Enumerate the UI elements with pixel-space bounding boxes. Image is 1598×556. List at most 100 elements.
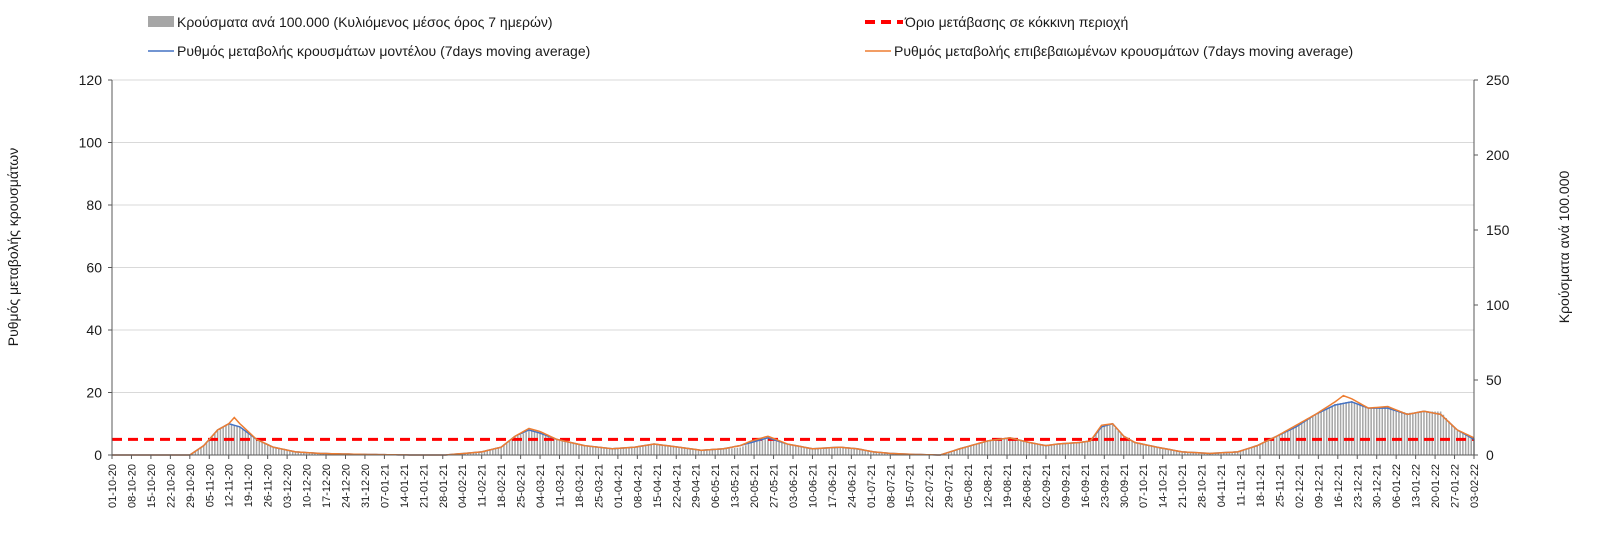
bar [759, 441, 761, 455]
bar [734, 448, 736, 455]
bar [995, 440, 997, 455]
bar [1001, 440, 1003, 455]
bar [492, 449, 494, 455]
x-tick-label: 20-01-22 [1430, 464, 1442, 508]
bar [1379, 408, 1381, 455]
bar [1362, 406, 1364, 455]
bar [1020, 441, 1022, 455]
x-tick-label: 03-06-21 [788, 464, 800, 508]
bar [709, 450, 711, 455]
bar [609, 449, 611, 455]
bar [1015, 440, 1017, 455]
bar [1006, 439, 1008, 455]
x-tick-label: 24-12-20 [340, 464, 352, 508]
bar [595, 447, 597, 455]
bar [656, 445, 658, 455]
legend: Κρούσματα ανά 100.000 (Κυλιόμενος μέσος … [148, 14, 1353, 59]
bar [525, 432, 527, 455]
bar [247, 433, 249, 455]
legend-label-confirmed: Ρυθμός μεταβολής επιβεβαιωμένων κρουσμάτ… [894, 43, 1353, 59]
y-left-tick-label: 80 [86, 197, 102, 213]
bar [809, 449, 811, 456]
x-tick-label: 22-04-21 [671, 464, 683, 508]
bar [503, 445, 505, 455]
bar [787, 445, 789, 456]
y-left-tick-label: 100 [79, 135, 103, 151]
bar [1148, 446, 1150, 455]
y-right-tick-label: 0 [1486, 447, 1494, 463]
bar [617, 449, 619, 455]
bar [837, 448, 839, 455]
bar [1454, 428, 1456, 455]
bar [1023, 442, 1025, 455]
x-tick-label: 01-10-20 [107, 464, 119, 508]
x-tick-label: 02-09-21 [1041, 464, 1053, 508]
x-tick-label: 24-06-21 [846, 464, 858, 508]
bar [1323, 410, 1325, 455]
bar [1254, 447, 1256, 455]
bar [570, 443, 572, 455]
bar [564, 442, 566, 455]
bar [1356, 404, 1358, 456]
bar [687, 449, 689, 455]
bar [267, 445, 269, 455]
x-tick-label: 15-04-21 [652, 464, 664, 508]
bar [592, 447, 594, 455]
bar [1443, 415, 1445, 455]
bar [762, 440, 764, 455]
bar [623, 448, 625, 455]
bar [1067, 444, 1069, 455]
bar [1259, 445, 1261, 456]
x-tick-label: 04-02-21 [457, 464, 469, 508]
bar [720, 449, 722, 455]
bar [1167, 450, 1169, 456]
bar [812, 449, 814, 455]
bar [1412, 413, 1414, 456]
bar [751, 443, 753, 455]
bar [659, 445, 661, 455]
y-left-tick-label: 60 [86, 260, 102, 276]
bar [1445, 418, 1447, 455]
x-tick-label: 27-05-21 [769, 464, 781, 508]
bar [1145, 445, 1147, 455]
bar [978, 444, 980, 455]
bar [1040, 445, 1042, 455]
bar [1334, 404, 1336, 455]
bar [848, 448, 850, 455]
bar [270, 446, 272, 455]
bar [614, 449, 616, 455]
bar [278, 449, 280, 455]
bar [1351, 401, 1353, 455]
bar [959, 449, 961, 455]
bar [1340, 403, 1342, 455]
bar [976, 445, 978, 456]
bar [1101, 427, 1103, 456]
bar [620, 448, 622, 455]
bar [1470, 437, 1472, 455]
bar [1262, 443, 1264, 455]
bar [567, 442, 569, 455]
bar [856, 449, 858, 455]
bar [839, 448, 841, 456]
bar [990, 441, 992, 455]
bar [965, 448, 967, 456]
x-tick-label: 26-08-21 [1021, 464, 1033, 508]
bar [1017, 440, 1019, 455]
bar [1268, 440, 1270, 455]
bar [256, 440, 258, 455]
bar [1315, 415, 1317, 456]
bar [214, 434, 216, 455]
bar [1390, 408, 1392, 455]
bar [1009, 439, 1011, 456]
bar [1451, 425, 1453, 456]
bar [781, 443, 783, 455]
bar [1343, 403, 1345, 456]
bar [1042, 446, 1044, 456]
bar [767, 439, 769, 456]
bar [1084, 442, 1086, 455]
bar [1434, 412, 1436, 456]
bar [220, 429, 222, 455]
bar [1387, 407, 1389, 455]
y-left-tick-label: 120 [79, 72, 103, 88]
x-tick-label: 18-11-21 [1255, 464, 1267, 507]
